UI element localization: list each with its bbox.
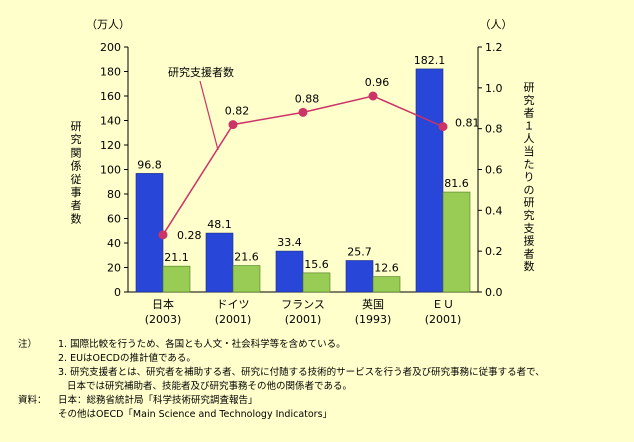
right-tick-label: 1.2 bbox=[485, 41, 503, 54]
bar-green bbox=[302, 272, 331, 293]
category-label: ＥＵ bbox=[432, 298, 454, 311]
right-tick-label: 0.2 bbox=[485, 245, 503, 258]
line-point bbox=[228, 120, 238, 130]
right-tick-label: 0.8 bbox=[485, 123, 503, 136]
category-year: (2003) bbox=[145, 313, 182, 326]
bar-green bbox=[162, 265, 191, 293]
bar-label-green: 21.1 bbox=[164, 251, 189, 264]
line-point-label: 0.88 bbox=[295, 92, 320, 105]
bar-blue bbox=[415, 68, 444, 293]
bar-blue bbox=[345, 260, 374, 293]
line-point-label: 0.82 bbox=[225, 105, 250, 118]
combo-chart: 0 20 40 60 80 100 120 140 160 180 200 0.0 0.2 0.4 0.6 0… bbox=[71, 18, 535, 326]
line-point bbox=[368, 91, 378, 101]
bar-label-green: 81.6 bbox=[444, 177, 469, 190]
note-line: 日本では研究補助者、技能者及び研究事務その他の関係者である。 bbox=[58, 381, 352, 392]
line-point bbox=[158, 230, 168, 240]
line-point-label: 0.28 bbox=[177, 229, 202, 242]
category-year: (1993) bbox=[355, 313, 392, 326]
left-tick-label: 20 bbox=[107, 262, 121, 275]
bar-green bbox=[372, 276, 401, 293]
category-label: 英国 bbox=[362, 297, 384, 311]
bar-label-green: 21.6 bbox=[234, 251, 259, 264]
category-year: (2001) bbox=[215, 313, 252, 326]
left-tick-label: 120 bbox=[100, 139, 121, 152]
bar-label-blue: 182.1 bbox=[414, 54, 446, 67]
left-tick-label: 0 bbox=[114, 286, 121, 299]
left-tick-label: 100 bbox=[100, 164, 121, 177]
right-tick-label: 1.0 bbox=[485, 82, 503, 95]
source-line: その他はOECD「Main Science and Technology Ind… bbox=[58, 409, 333, 420]
notes: 注） 1. 国際比較を行うため、各国とも人文・社会科学等を含めている。 2. EU… bbox=[18, 338, 628, 422]
left-axis-unit: （万人） bbox=[86, 18, 130, 31]
bar-blue bbox=[135, 173, 164, 293]
bar-blue bbox=[205, 232, 234, 293]
right-tick-label: 0.4 bbox=[485, 204, 503, 217]
bar-label-blue: 25.7 bbox=[347, 246, 372, 259]
line-point-label: 0.81 bbox=[455, 117, 480, 130]
category-label: フランス bbox=[281, 298, 325, 311]
bar-label-green: 15.6 bbox=[304, 258, 329, 271]
bar-green bbox=[232, 265, 261, 293]
line-point-label: 0.96 bbox=[365, 76, 390, 89]
bar-blue bbox=[275, 250, 304, 293]
right-axis-unit: （人） bbox=[480, 18, 513, 31]
left-tick-label: 60 bbox=[107, 213, 121, 226]
category-year: (2001) bbox=[425, 313, 462, 326]
source-line: 資料： 日本：総務省統計局「科学技術研究調査報告」 bbox=[18, 395, 258, 406]
note-line: 注） 1. 国際比較を行うため、各国とも人文・社会科学等を含めている。 bbox=[18, 339, 346, 350]
note-line: 2. EUはOECDの推計値である。 bbox=[58, 353, 196, 364]
right-axis-title: 研究者１人当たりの研究支援者数 bbox=[524, 81, 535, 273]
legend-label: 研究支援者数 bbox=[168, 65, 234, 79]
right-tick-label: 0.6 bbox=[485, 164, 503, 177]
left-tick-label: 160 bbox=[100, 90, 121, 103]
category-label: 日本 bbox=[152, 297, 174, 311]
right-tick-label: 0.0 bbox=[485, 286, 503, 299]
note-line: 3. 研究支援者とは、研究者を補助する者、研究に付随する技術的サービスを行う者及… bbox=[58, 367, 545, 378]
left-tick-label: 180 bbox=[100, 66, 121, 79]
bar-green bbox=[442, 191, 471, 293]
category-label: ドイツ bbox=[217, 298, 250, 311]
left-tick-label: 140 bbox=[100, 115, 121, 128]
left-tick-label: 80 bbox=[107, 188, 121, 201]
category-year: (2001) bbox=[285, 313, 322, 326]
legend-leader-line bbox=[199, 80, 219, 151]
line-point bbox=[298, 107, 308, 117]
left-axis-title: 研究関係従事者数 bbox=[71, 120, 82, 225]
bar-label-blue: 33.4 bbox=[277, 236, 302, 249]
bar-label-green: 12.6 bbox=[374, 262, 399, 275]
left-tick-label: 40 bbox=[107, 237, 121, 250]
line-point bbox=[438, 122, 448, 132]
bar-label-blue: 96.8 bbox=[137, 158, 162, 171]
left-tick-label: 200 bbox=[100, 41, 121, 54]
bar-label-blue: 48.1 bbox=[207, 218, 232, 231]
